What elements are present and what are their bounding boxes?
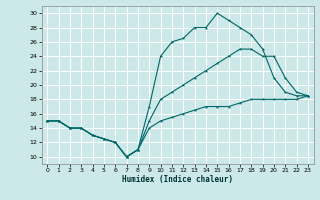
X-axis label: Humidex (Indice chaleur): Humidex (Indice chaleur) — [122, 175, 233, 184]
